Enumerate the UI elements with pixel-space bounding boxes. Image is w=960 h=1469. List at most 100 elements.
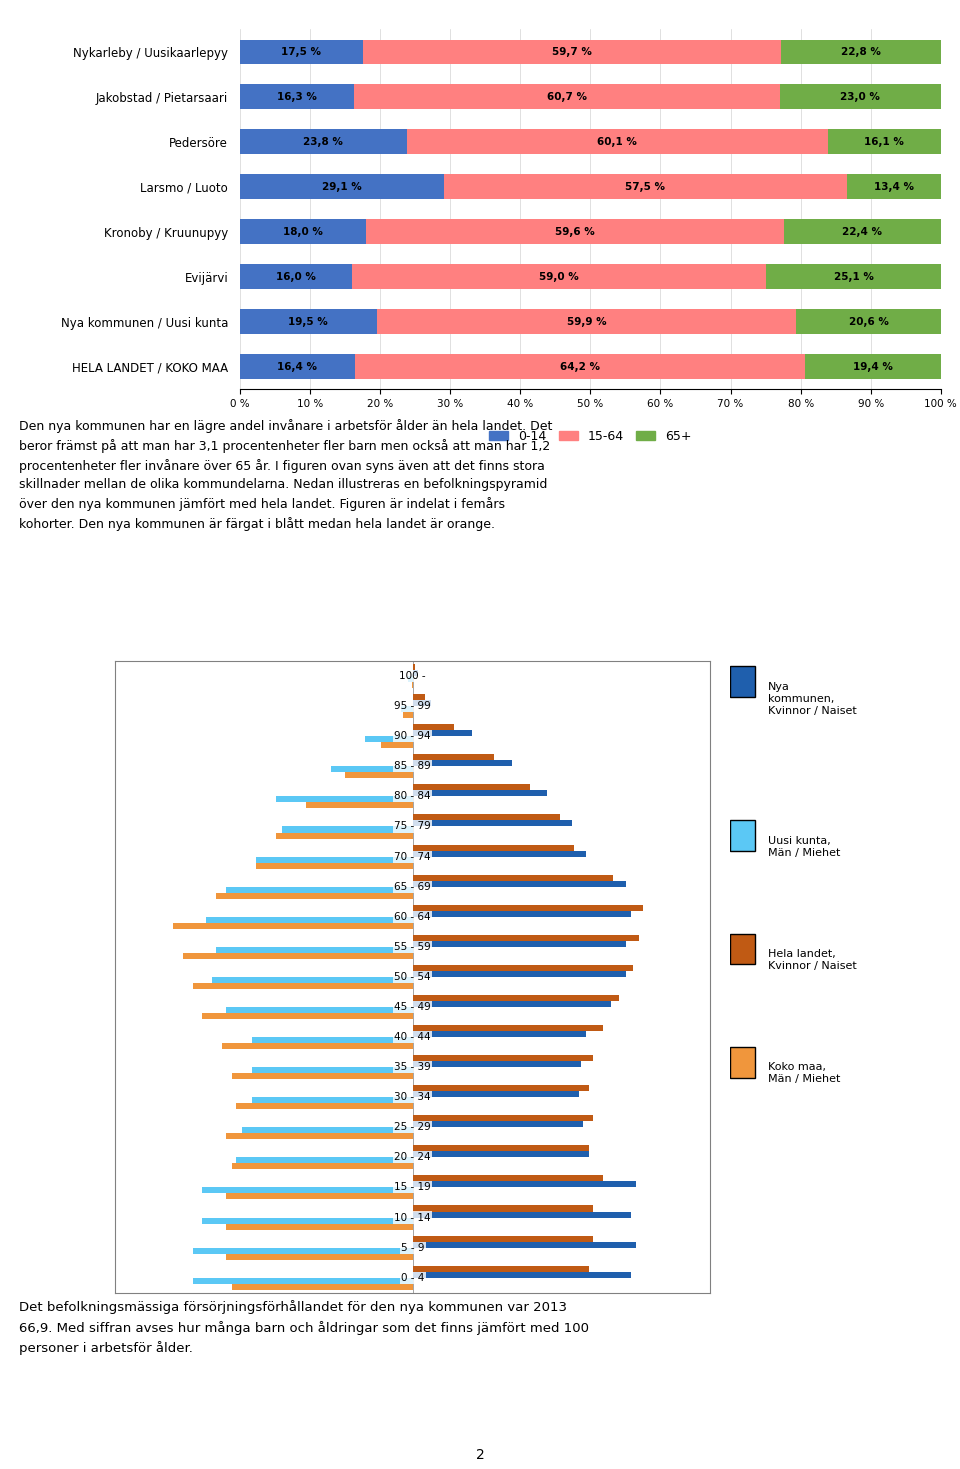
Text: 0 - 4: 0 - 4: [401, 1272, 424, 1282]
Bar: [413, 940, 626, 948]
Text: 22,4 %: 22,4 %: [842, 226, 882, 237]
Text: 18,0 %: 18,0 %: [283, 226, 323, 237]
Text: 15 - 19: 15 - 19: [395, 1183, 431, 1193]
Bar: [193, 1247, 413, 1253]
Bar: [240, 40, 363, 65]
Bar: [240, 354, 355, 379]
Bar: [413, 1055, 593, 1061]
Bar: [413, 814, 560, 821]
Bar: [232, 1163, 413, 1169]
Bar: [413, 821, 571, 827]
Text: 16,3 %: 16,3 %: [277, 93, 317, 101]
Bar: [413, 905, 643, 911]
Text: 85 - 89: 85 - 89: [395, 761, 431, 771]
Text: 75 - 79: 75 - 79: [395, 821, 431, 831]
Text: 60,1 %: 60,1 %: [597, 137, 637, 147]
Bar: [331, 767, 413, 773]
Bar: [203, 1014, 413, 1019]
Text: 59,7 %: 59,7 %: [552, 47, 591, 57]
Bar: [346, 773, 413, 779]
Bar: [413, 1061, 582, 1066]
Bar: [206, 917, 413, 923]
Text: 16,1 %: 16,1 %: [864, 137, 904, 147]
Bar: [240, 264, 352, 289]
Bar: [828, 129, 941, 154]
Bar: [401, 707, 413, 712]
Text: 10 - 14: 10 - 14: [395, 1212, 431, 1222]
Bar: [413, 1146, 589, 1152]
Bar: [413, 1031, 587, 1037]
Bar: [780, 85, 941, 109]
Bar: [413, 851, 587, 856]
Bar: [413, 1212, 631, 1218]
Bar: [240, 310, 376, 333]
Text: 60 - 64: 60 - 64: [395, 912, 431, 921]
Text: Hela landet,
Kvinnor / Naiset: Hela landet, Kvinnor / Naiset: [768, 949, 856, 971]
Bar: [381, 742, 413, 748]
Bar: [227, 1253, 413, 1259]
Bar: [847, 175, 941, 200]
Bar: [240, 175, 444, 200]
Bar: [256, 856, 413, 862]
Bar: [413, 1181, 636, 1187]
Bar: [413, 724, 454, 730]
FancyBboxPatch shape: [730, 820, 755, 852]
Bar: [352, 264, 765, 289]
Bar: [413, 845, 573, 851]
Bar: [236, 1103, 413, 1109]
Text: 59,0 %: 59,0 %: [539, 272, 579, 282]
Bar: [407, 129, 828, 154]
Bar: [413, 911, 631, 917]
Bar: [413, 880, 626, 887]
Bar: [232, 1284, 413, 1290]
Bar: [413, 1175, 603, 1181]
Text: Uusi kunta,
Män / Miehet: Uusi kunta, Män / Miehet: [768, 836, 840, 858]
Bar: [276, 796, 413, 802]
Legend: 0-14, 15-64, 65+: 0-14, 15-64, 65+: [485, 425, 696, 448]
Text: Koko maa,
Män / Miehet: Koko maa, Män / Miehet: [768, 1062, 840, 1084]
Text: 20 - 24: 20 - 24: [395, 1152, 431, 1162]
Bar: [413, 754, 494, 761]
Bar: [227, 1224, 413, 1230]
Bar: [413, 730, 472, 736]
Bar: [232, 1074, 413, 1080]
Text: Den nya kommunen har en lägre andel invånare i arbetsför ålder än hela landet. D: Den nya kommunen har en lägre andel invå…: [19, 419, 553, 532]
Bar: [413, 874, 613, 880]
Bar: [227, 1193, 413, 1200]
Text: 25 - 29: 25 - 29: [395, 1122, 431, 1133]
Bar: [252, 1066, 413, 1074]
Bar: [256, 862, 413, 868]
Text: 70 - 74: 70 - 74: [395, 852, 431, 861]
Text: 80 - 84: 80 - 84: [395, 792, 431, 802]
Text: 57,5 %: 57,5 %: [625, 182, 665, 192]
Bar: [366, 219, 783, 244]
Bar: [413, 1266, 589, 1272]
Bar: [252, 1097, 413, 1103]
Bar: [203, 1218, 413, 1224]
Bar: [412, 682, 413, 687]
Bar: [363, 40, 781, 65]
Bar: [413, 965, 633, 971]
Bar: [413, 1025, 603, 1031]
Bar: [182, 953, 413, 959]
Bar: [413, 1115, 593, 1121]
Text: 23,8 %: 23,8 %: [303, 137, 344, 147]
Bar: [403, 712, 413, 718]
Bar: [783, 219, 941, 244]
Bar: [282, 827, 413, 833]
Bar: [216, 948, 413, 953]
Bar: [413, 664, 415, 670]
Text: 20,6 %: 20,6 %: [849, 317, 889, 326]
Text: 64,2 %: 64,2 %: [560, 361, 600, 372]
Bar: [236, 1158, 413, 1163]
Bar: [413, 1241, 636, 1247]
Bar: [413, 790, 547, 796]
Bar: [413, 784, 530, 790]
Bar: [804, 354, 941, 379]
Text: 60,7 %: 60,7 %: [547, 93, 587, 101]
Text: 95 - 99: 95 - 99: [395, 701, 431, 711]
Text: 59,9 %: 59,9 %: [566, 317, 607, 326]
Bar: [227, 1133, 413, 1140]
Bar: [223, 1043, 413, 1049]
Bar: [240, 129, 407, 154]
